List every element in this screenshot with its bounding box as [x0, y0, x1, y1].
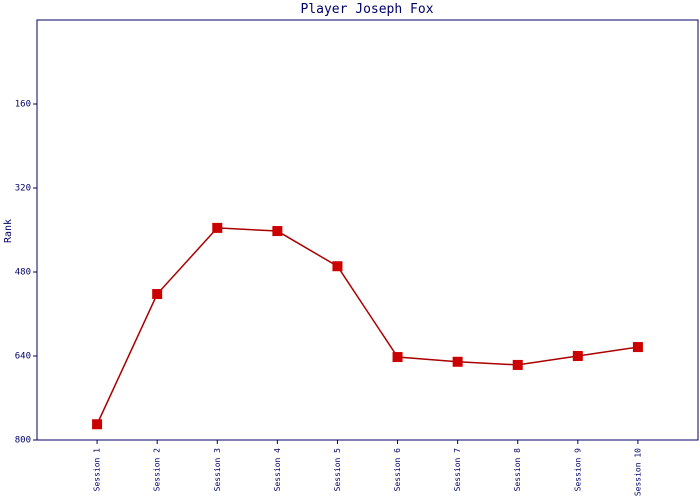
y-tick-label: 160 [15, 100, 31, 110]
x-tick-label: Session 10 [633, 448, 642, 496]
point-marker [572, 351, 583, 361]
x-tick-label: Session 4 [273, 448, 282, 492]
y-tick-label: 320 [15, 184, 31, 194]
point-marker [452, 356, 463, 367]
point-marker [632, 342, 643, 353]
x-tick-label: Session 7 [453, 448, 462, 492]
chart-title: Player Joseph Fox [300, 2, 433, 17]
point-marker [272, 226, 283, 237]
x-tick-label: Session 6 [393, 448, 402, 492]
y-axis-label: Rank [3, 219, 14, 243]
series-line [96, 227, 639, 425]
plot-frame [36, 19, 699, 441]
x-tick-label: Session 2 [153, 448, 162, 492]
y-tick-label: 640 [15, 352, 31, 362]
point-marker [152, 289, 163, 300]
point-marker [212, 222, 223, 233]
x-tick-label: Session 1 [93, 448, 102, 492]
y-tick-label: 480 [15, 268, 31, 278]
x-tick-label: Session 9 [573, 448, 582, 492]
point-marker [392, 352, 403, 363]
point-marker [92, 419, 103, 430]
point-marker [332, 261, 343, 272]
y-tick-label: 800 [15, 436, 31, 446]
point-marker [512, 359, 523, 370]
x-tick-label: Session 8 [513, 448, 522, 492]
x-tick-label: Session 3 [213, 448, 222, 492]
x-tick-label: Session 5 [333, 448, 342, 492]
